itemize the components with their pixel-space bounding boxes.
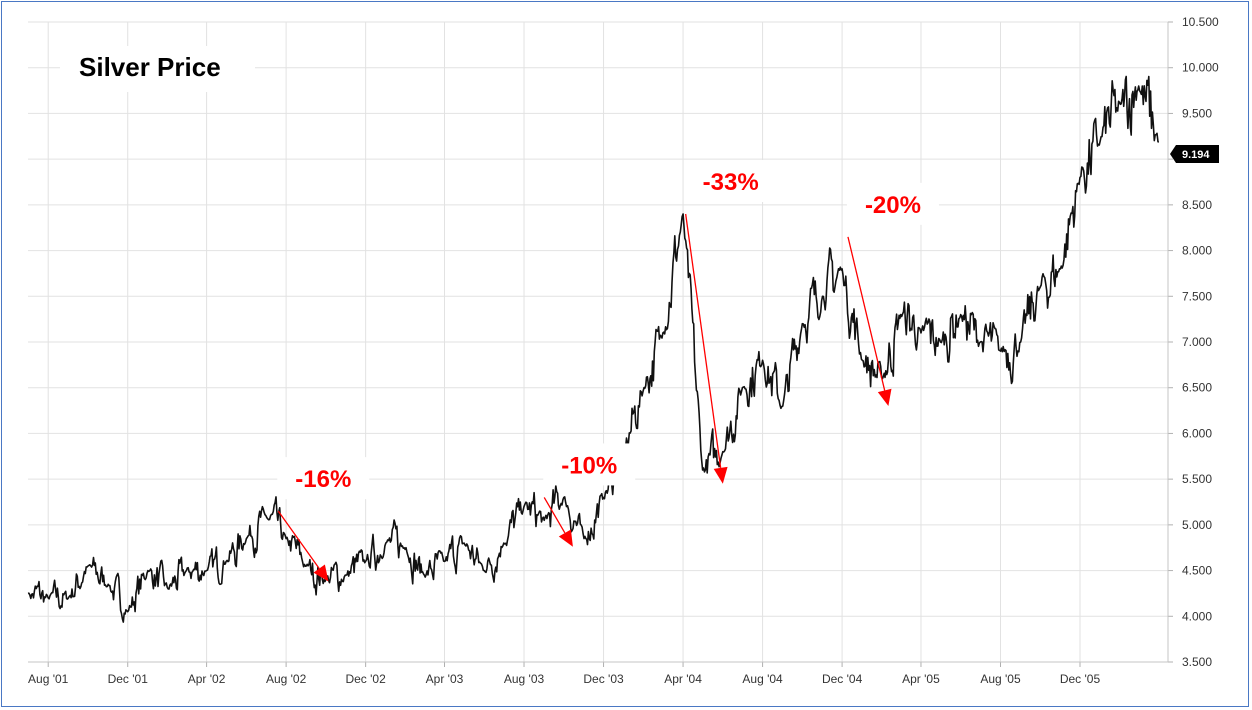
x-tick-label: Apr '02: [188, 672, 226, 686]
x-tick-label: Dec '01: [108, 672, 149, 686]
x-tick-label: Aug '01: [28, 672, 69, 686]
price-line-group: [27, 75, 1159, 623]
title-background: [60, 46, 255, 92]
y-tick-label: 4.000: [1182, 609, 1212, 623]
y-tick-label: 3.500: [1182, 655, 1212, 669]
last-price-tag: [1170, 145, 1219, 163]
last-price-marker: 9.194: [1170, 145, 1219, 163]
y-tick-label: 7.000: [1182, 335, 1212, 349]
x-tick-label: Aug '02: [266, 672, 307, 686]
silver-price-line: [27, 75, 1159, 623]
axes: 3.500 4.000 4.500 5.000 5.500 6.000 6.500 7.000…: [28, 15, 1219, 686]
y-tick-label: 5.500: [1182, 472, 1212, 486]
chart-title: Silver Price: [79, 52, 221, 82]
drawdown-label: -20%: [865, 192, 921, 219]
y-tick-label: 7.500: [1182, 289, 1212, 303]
y-tick-label: 8.500: [1182, 198, 1212, 212]
drawdown-arrowhead: [713, 466, 728, 484]
y-tick-label: 9.500: [1182, 106, 1212, 120]
x-tick-label: Apr '05: [902, 672, 940, 686]
drawdown-arrow: [543, 497, 566, 534]
y-tick-label: 6.000: [1182, 426, 1212, 440]
drawdown-label: -16%: [295, 466, 351, 493]
y-tick-label: 5.000: [1182, 518, 1212, 532]
x-tick-label: Apr '04: [664, 672, 702, 686]
y-tick-label: 10.000: [1182, 61, 1219, 75]
drawdown-arrow: [847, 236, 886, 391]
drawdown-arrowhead: [877, 388, 892, 406]
drawdown-label-background: [846, 182, 939, 225]
x-tick-label: Dec '03: [583, 672, 624, 686]
x-tick-label: Dec '04: [822, 672, 863, 686]
x-tick-label: Dec '02: [345, 672, 386, 686]
y-tick-label: 10.500: [1182, 15, 1219, 29]
y-tick-label: 8.000: [1182, 244, 1212, 258]
drawdown-label-background: [277, 457, 370, 500]
grid: [28, 21, 1168, 663]
x-tick-label: Aug '03: [504, 672, 545, 686]
annotations: -16% -10% -33% -20%: [277, 160, 939, 582]
y-tick-label: 4.500: [1182, 564, 1212, 578]
x-tick-label: Aug '04: [742, 672, 783, 686]
drawdown-arrow: [277, 510, 320, 569]
drawdown-label-background: [684, 160, 777, 202]
title-group: Silver Price: [60, 46, 255, 92]
drawdown-label: -10%: [561, 452, 617, 479]
drawdown-arrowhead: [558, 529, 573, 547]
drawdown-label-background: [543, 443, 636, 486]
y-tick-label: 6.500: [1182, 381, 1212, 395]
x-tick-label: Aug '05: [980, 672, 1021, 686]
drawdown-label: -33%: [703, 169, 759, 196]
x-tick-label: Apr '03: [426, 672, 464, 686]
drawdown-arrow: [685, 213, 722, 468]
x-tick-label: Dec '05: [1060, 672, 1101, 686]
drawdown-arrowhead: [313, 564, 329, 582]
last-price-label: 9.194: [1182, 149, 1210, 161]
